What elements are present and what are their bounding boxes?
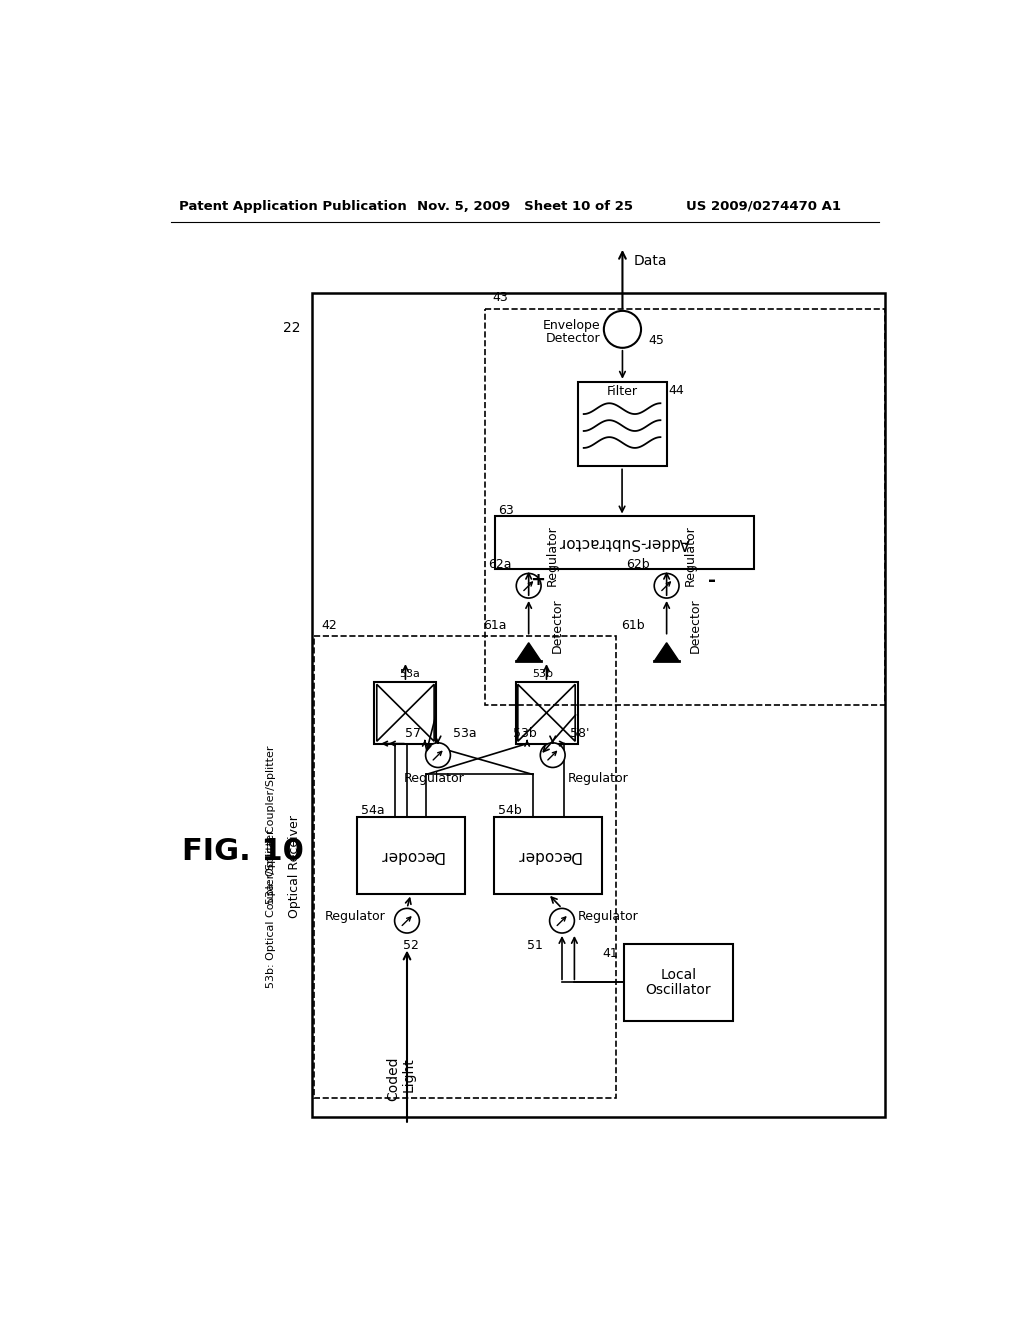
Text: 42: 42 — [322, 619, 338, 631]
Text: Oscillator: Oscillator — [645, 983, 711, 997]
Bar — [624, 944, 732, 1020]
Text: 53b: 53b — [513, 727, 538, 741]
Text: Filter: Filter — [606, 385, 638, 399]
Text: Regulator: Regulator — [684, 525, 696, 586]
Circle shape — [550, 908, 574, 933]
Bar — [314, 636, 616, 1098]
Text: Detector: Detector — [546, 333, 601, 345]
Text: 45: 45 — [649, 334, 665, 347]
Text: -: - — [708, 570, 716, 590]
Text: 53a: 53a — [399, 669, 420, 680]
Text: Regulator: Regulator — [578, 911, 638, 924]
Text: 57: 57 — [404, 727, 421, 741]
Text: 63: 63 — [499, 504, 514, 517]
Polygon shape — [654, 643, 679, 661]
Text: US 2009/0274470 A1: US 2009/0274470 A1 — [686, 199, 841, 213]
Text: 43: 43 — [493, 292, 508, 305]
Bar — [578, 381, 667, 466]
Text: Regulator: Regulator — [546, 525, 559, 586]
Circle shape — [541, 743, 565, 767]
Text: 61a: 61a — [483, 619, 507, 632]
Bar — [356, 817, 465, 894]
Bar — [484, 309, 885, 705]
Text: 52: 52 — [402, 939, 419, 952]
Text: Regulator: Regulator — [568, 772, 629, 785]
Text: Nov. 5, 2009   Sheet 10 of 25: Nov. 5, 2009 Sheet 10 of 25 — [417, 199, 633, 213]
Text: Detector: Detector — [550, 598, 563, 653]
Text: 62a: 62a — [488, 557, 512, 570]
Text: +: + — [529, 572, 545, 589]
Text: 62b: 62b — [626, 557, 649, 570]
Bar — [311, 293, 885, 1117]
Text: 53a: 53a — [454, 727, 477, 741]
Text: 44: 44 — [668, 384, 684, 397]
Circle shape — [394, 908, 420, 933]
Text: Local: Local — [660, 968, 696, 982]
Text: Envelope: Envelope — [543, 319, 601, 333]
Text: 41: 41 — [602, 946, 617, 960]
Text: Decoder: Decoder — [516, 847, 581, 863]
Polygon shape — [516, 643, 541, 661]
Bar — [494, 817, 602, 894]
Text: FIG. 10: FIG. 10 — [182, 837, 304, 866]
Text: 54a: 54a — [360, 804, 384, 817]
Text: Optical Receiver: Optical Receiver — [288, 816, 301, 919]
Bar — [515, 682, 578, 743]
Text: 53b: 53b — [532, 669, 553, 680]
Text: Regulator: Regulator — [403, 772, 465, 785]
Bar — [495, 516, 755, 569]
Text: 61b: 61b — [622, 619, 645, 632]
Text: 22: 22 — [283, 321, 300, 335]
Circle shape — [516, 573, 541, 598]
Circle shape — [604, 312, 641, 348]
Text: 54b: 54b — [498, 804, 521, 817]
Circle shape — [654, 573, 679, 598]
Text: Patent Application Publication: Patent Application Publication — [179, 199, 407, 213]
Text: Data: Data — [634, 253, 668, 268]
Circle shape — [426, 743, 451, 767]
Bar — [375, 682, 436, 743]
Text: Coded: Coded — [386, 1056, 400, 1101]
Text: 53b: Optical Coupler/Splitter: 53b: Optical Coupler/Splitter — [266, 830, 276, 989]
Text: 51: 51 — [526, 939, 543, 952]
Text: Detector: Detector — [688, 598, 701, 653]
Text: Light: Light — [401, 1057, 416, 1092]
Text: 58': 58' — [569, 727, 589, 741]
Text: Decoder: Decoder — [379, 847, 443, 863]
Text: 53a: Optical Coupler/Splitter: 53a: Optical Coupler/Splitter — [266, 746, 276, 904]
Text: Adder-Subtractor: Adder-Subtractor — [559, 535, 690, 550]
Text: Regulator: Regulator — [325, 911, 385, 924]
